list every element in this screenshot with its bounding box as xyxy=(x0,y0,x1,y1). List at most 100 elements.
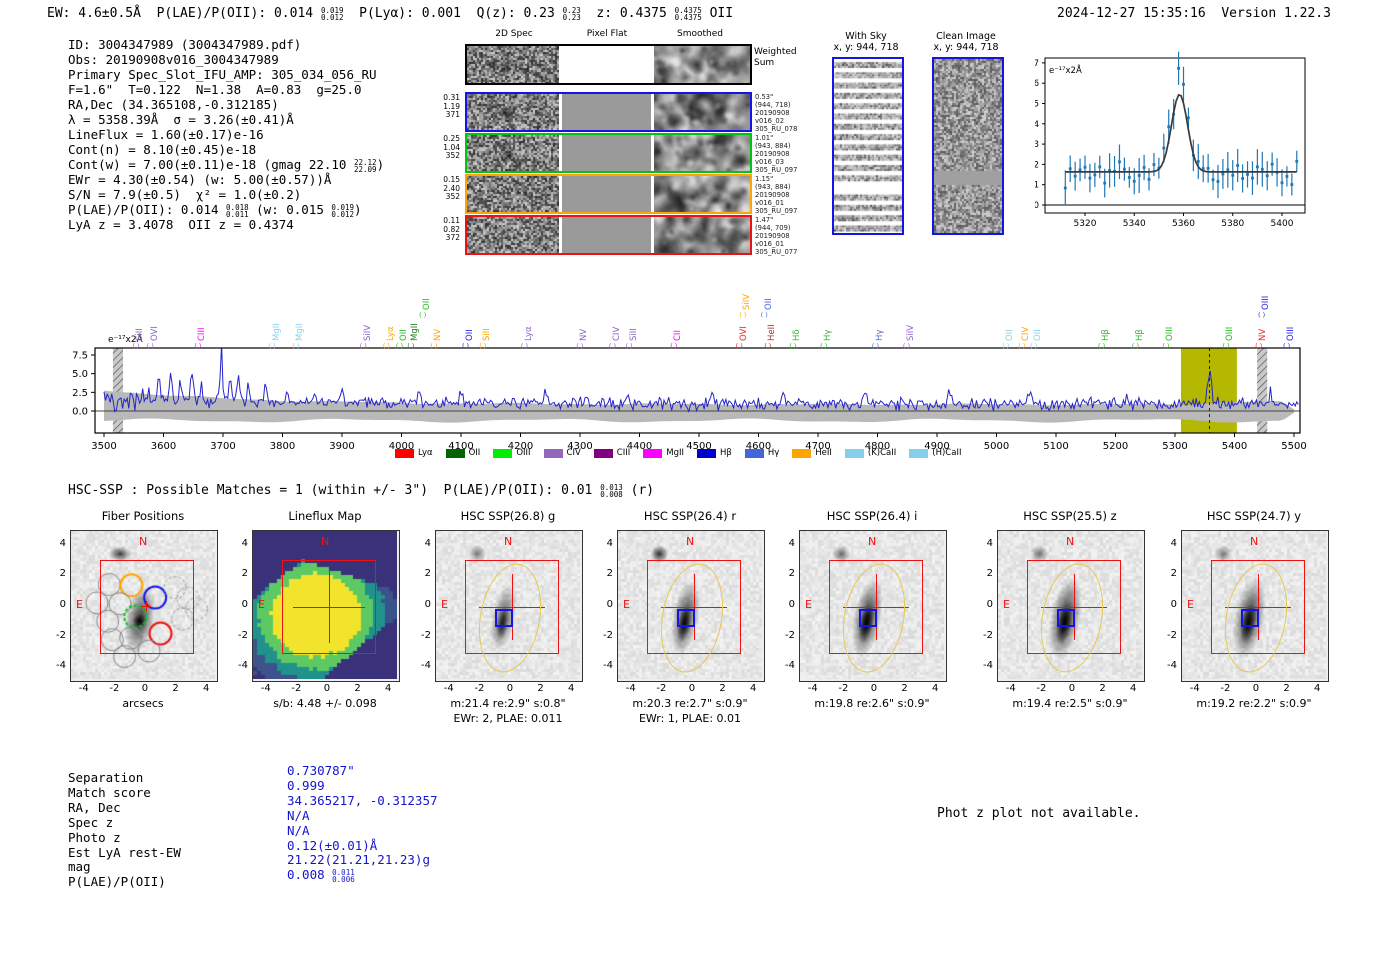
emission-line-marker: ( ) xyxy=(419,311,427,319)
smoothed-image xyxy=(654,94,750,130)
hsc-cutout-image xyxy=(998,531,1142,679)
cutout-xlabel: m:19.2 re:2.2" s:0.9" xyxy=(1196,697,1312,710)
header-summary: EW: 4.6±0.5Å P(LAE)/P(OII): 0.014 0.019 0… xyxy=(47,5,734,22)
compass-north-label: N xyxy=(686,535,695,548)
full-spectrum-plot: 7.5 5.0 2.5 0.0 3500 3600 3700 3800 3900 4000 4100… xyxy=(60,328,1350,462)
cutout-ytick: 0 xyxy=(241,598,248,610)
lineflux-map-image xyxy=(253,531,397,679)
match-table-label: mag xyxy=(68,859,91,875)
cutout-ytick: 4 xyxy=(1170,537,1177,549)
spec2d-left-value: 1.19 xyxy=(443,101,460,111)
cutout-xtick: 4 xyxy=(384,683,392,694)
spec2d-left-value: 0.15 xyxy=(443,175,460,184)
spec2d-left-value: 0.82 xyxy=(443,224,460,234)
cutout-ytick: 4 xyxy=(424,537,431,549)
cutout-ytick: -2 xyxy=(1167,629,1177,641)
cutout-ytick: -4 xyxy=(1167,660,1177,672)
legend-label: MgII xyxy=(666,448,685,458)
compass-east-label: E xyxy=(1187,598,1194,611)
cutout-ytick: 0 xyxy=(788,598,795,610)
spec2d-right-value: 305_RU_097 xyxy=(755,207,798,215)
emission-line-label: NV xyxy=(579,328,590,341)
cutout-ytick: 0 xyxy=(59,598,66,610)
legend-swatch xyxy=(697,448,717,458)
photz-note: Phot z plot not available. xyxy=(937,806,1141,821)
svg-text:5500: 5500 xyxy=(1281,441,1306,452)
svg-text:5200: 5200 xyxy=(1103,441,1128,452)
pixelflat-image xyxy=(562,46,651,83)
svg-text:5.0: 5.0 xyxy=(72,369,88,380)
crosshair-horizontal xyxy=(1224,606,1291,609)
spec2d-left-value: 372 xyxy=(445,233,460,243)
spec2d-row-left-labels: 0.15 2.40 352 xyxy=(412,175,460,202)
emission-line-label: OII xyxy=(422,298,433,310)
spec2d-noise-image xyxy=(467,135,559,171)
emission-line-marker: ( ) xyxy=(1255,342,1263,350)
svg-text:4200: 4200 xyxy=(508,441,533,452)
match-table-label: Match score xyxy=(68,784,151,800)
cutout-ytick: -2 xyxy=(421,629,431,641)
emission-line-marker: ( ) xyxy=(739,311,747,319)
spec2d-left-value: 352 xyxy=(445,151,460,161)
hsc-cutout-image xyxy=(800,531,944,679)
compass-east-label: E xyxy=(76,598,83,611)
emission-line-label: OII xyxy=(398,329,409,341)
cutout-xtick: 2 xyxy=(1283,683,1290,694)
cutout-xtick: -2 xyxy=(838,683,849,694)
cutout-xtick: 2 xyxy=(354,683,361,694)
spec2d-right-value: v016_03 xyxy=(755,158,785,166)
emission-line-marker: ( ) xyxy=(1222,342,1230,350)
match-table-value: 0.008 0.011 0.006 xyxy=(287,867,355,885)
spec2d-left-value: 0.31 xyxy=(443,93,460,102)
extraction-box-red xyxy=(647,560,741,654)
legend-item: Lyα xyxy=(395,448,433,458)
emission-line-marker: ( ) xyxy=(871,342,880,350)
legend-item: (H)CaII xyxy=(909,448,961,458)
spec2d-row-right-labels: 1.15" (943, 884) 20190908 v016_01 305_RU_097 xyxy=(755,175,815,215)
emission-line-label: CII xyxy=(673,330,684,341)
svg-text:4900: 4900 xyxy=(924,441,949,452)
cutout-xtick: 2 xyxy=(537,683,544,694)
svg-text:4000: 4000 xyxy=(389,441,414,452)
compass-east-label: E xyxy=(623,598,630,611)
emission-line-label: Hβ xyxy=(1134,329,1145,341)
cutout-xtick: 0 xyxy=(1252,683,1260,694)
match-table-value: N/A xyxy=(287,822,310,838)
spec2d-right-value: (943, 884) xyxy=(755,183,791,191)
cutout-xtick: -4 xyxy=(807,683,818,694)
cutout-ytick: -4 xyxy=(785,660,795,672)
hsc-cutout-image xyxy=(436,531,580,679)
emission-line-marker: ( ) xyxy=(625,342,633,350)
smoothed-image xyxy=(654,46,750,83)
spec2d-right-value: v016_01 xyxy=(755,199,785,207)
emission-line-marker: ( ) xyxy=(292,342,300,350)
svg-text:7: 7 xyxy=(1035,59,1039,69)
cutout-xtick: 4 xyxy=(1313,683,1321,694)
catalog-position-box xyxy=(677,608,696,627)
cutout-xtick: 4 xyxy=(931,683,939,694)
clean-image-image xyxy=(934,59,1002,233)
emission-line-marker: ( ) xyxy=(1098,342,1106,350)
svg-text:4500: 4500 xyxy=(686,441,711,452)
spec2d-right-value: 1.47" xyxy=(755,216,774,224)
cutout-xtick: -2 xyxy=(474,683,485,694)
emission-line-label: SiII xyxy=(482,328,493,341)
smoothed-image xyxy=(654,135,750,171)
emission-line-marker: ( ) xyxy=(382,342,390,350)
legend-swatch xyxy=(493,448,513,458)
cutout-ytick: -4 xyxy=(421,660,431,672)
svg-text:5360: 5360 xyxy=(1172,219,1195,229)
svg-text:5100: 5100 xyxy=(1043,441,1068,452)
hsc-cutout-image xyxy=(1182,531,1326,679)
svg-text:3700: 3700 xyxy=(210,441,235,452)
extraction-box-red xyxy=(1027,560,1121,654)
legend-item: CIII xyxy=(593,448,630,458)
emission-line-marker: ( ) xyxy=(1018,342,1026,350)
clean-image-title: Clean Image xyxy=(936,31,996,42)
legend-swatch xyxy=(395,448,414,458)
match-table-value: 21.22(21.21,21.23)g xyxy=(287,852,430,868)
emission-line-label: SiII xyxy=(135,328,146,341)
